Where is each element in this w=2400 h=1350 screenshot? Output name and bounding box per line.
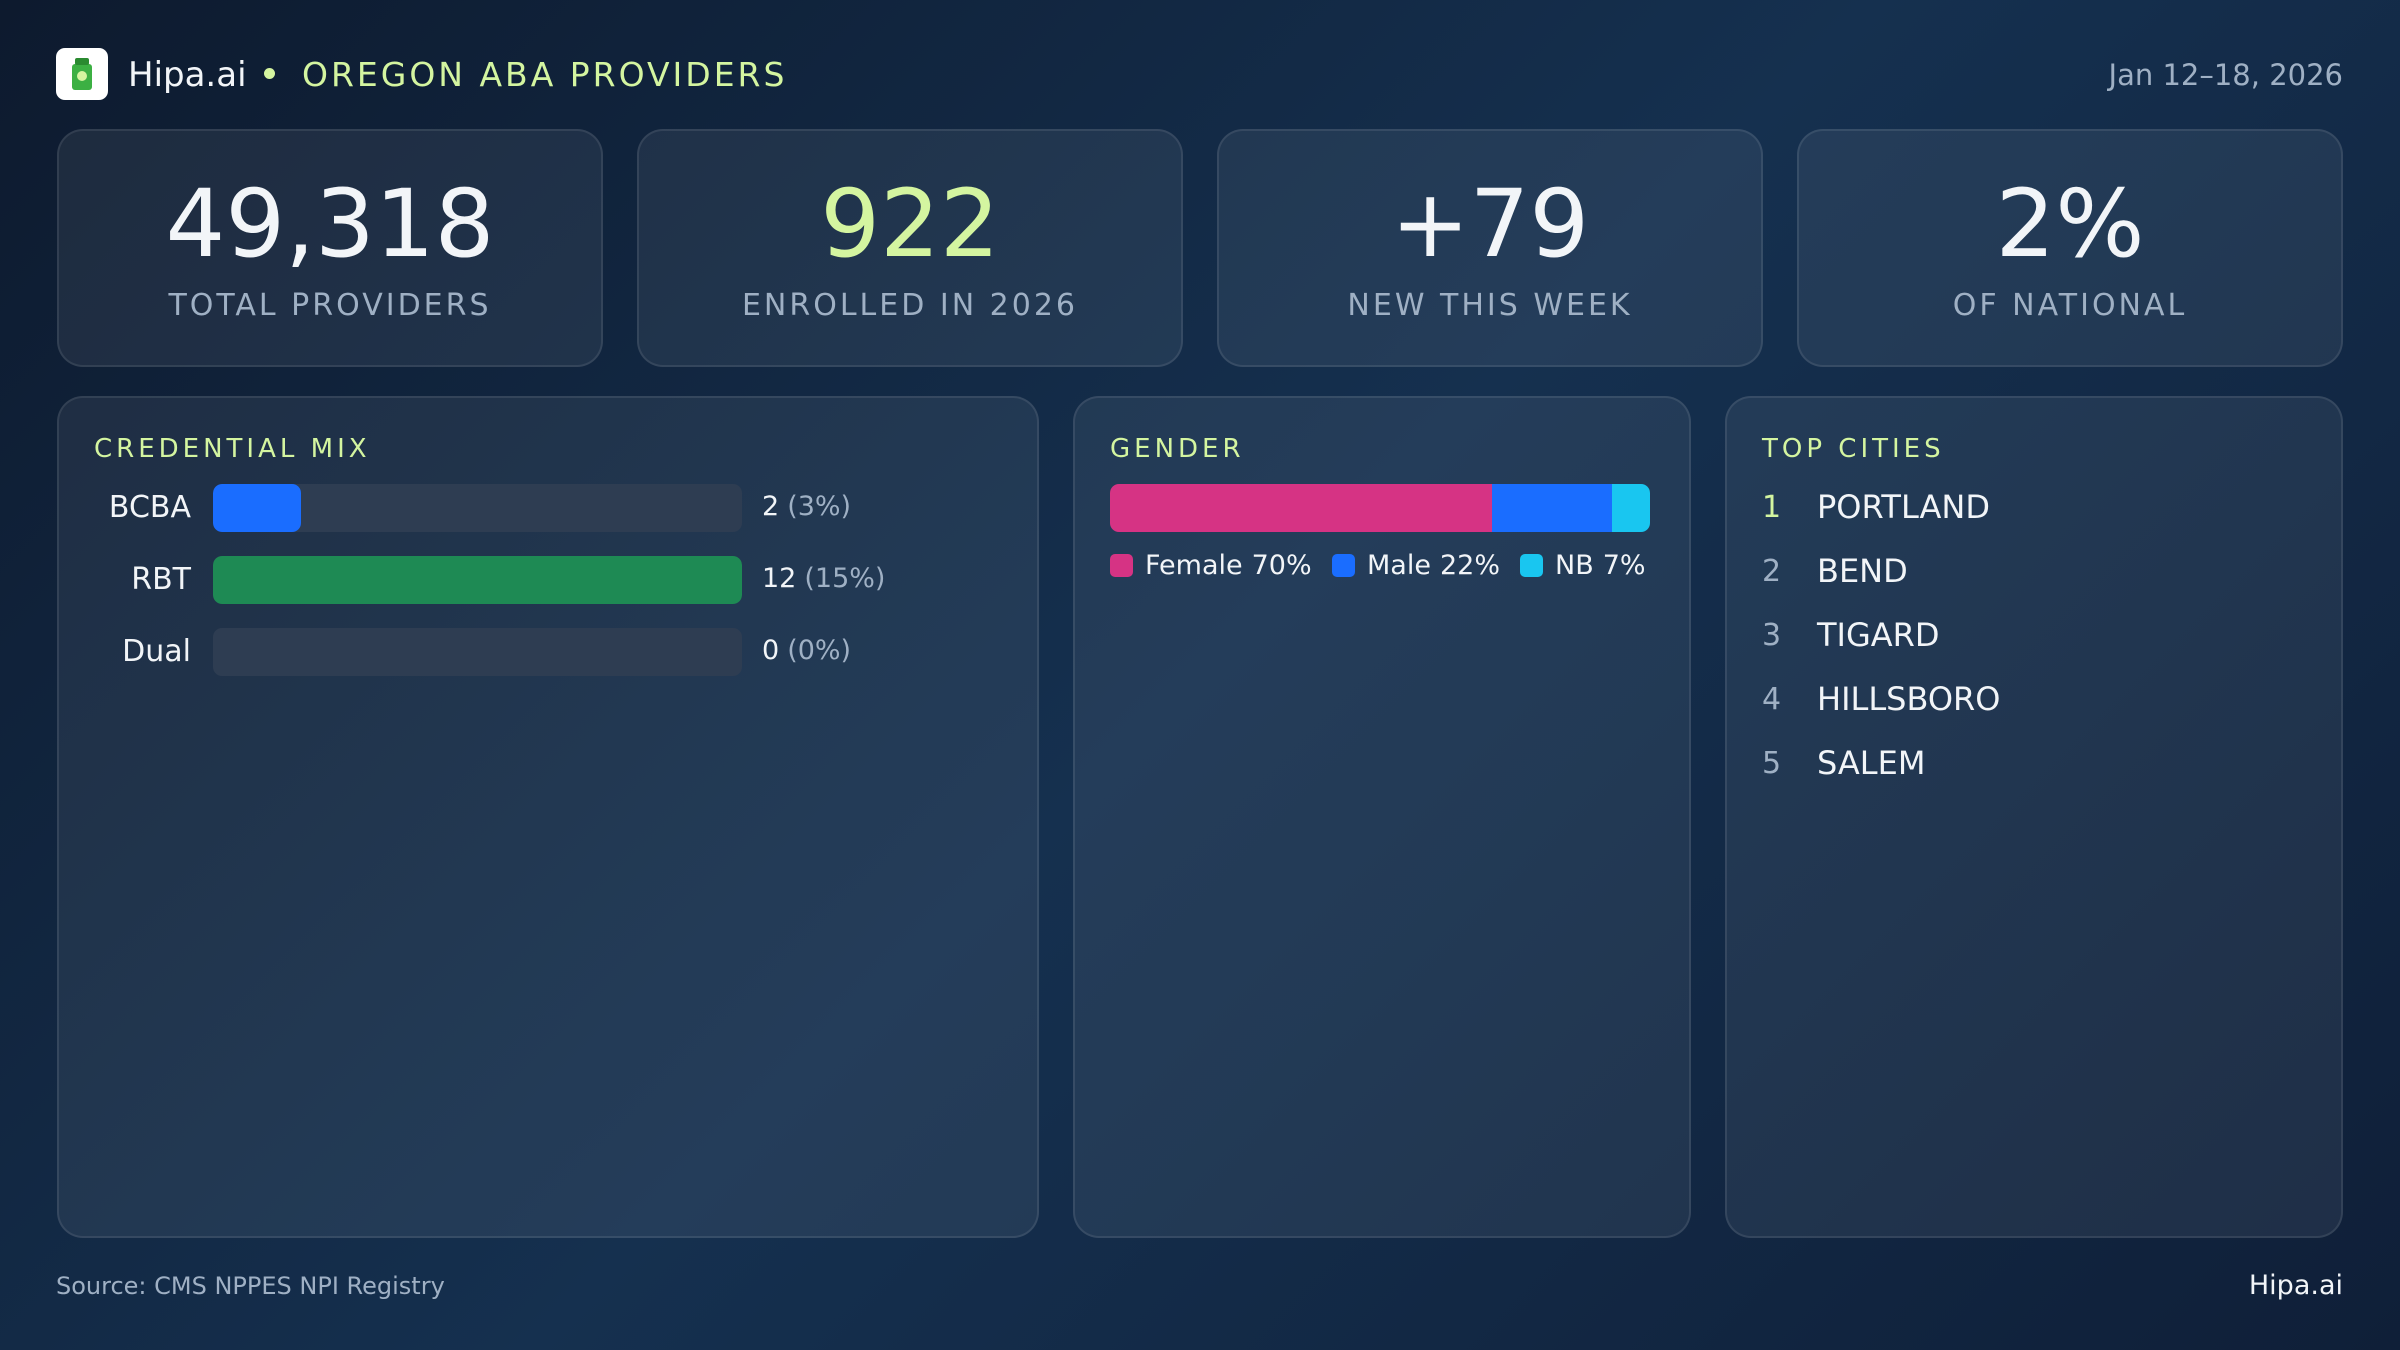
kpi-label: TOTAL PROVIDERS xyxy=(168,288,492,323)
panel-title: TOP CITIES xyxy=(1762,434,1945,464)
city-name: BEND xyxy=(1817,552,1908,590)
bar-track xyxy=(213,628,742,676)
bar-segment xyxy=(1491,484,1612,532)
legend-label: Female xyxy=(1145,550,1243,581)
bar-label: BCBA xyxy=(108,490,191,525)
legend-label: NB xyxy=(1555,550,1594,581)
city-name: PORTLAND xyxy=(1817,488,1990,526)
city-name: HILLSBORO xyxy=(1817,680,2001,718)
city-rank: 2 xyxy=(1762,554,1782,589)
footer-brand: Hipa.ai xyxy=(2248,1270,2343,1301)
bar xyxy=(213,556,742,604)
kpi-label: OF NATIONAL xyxy=(1952,288,2188,323)
kpi-card xyxy=(57,129,603,367)
panel-title: CREDENTIAL MIX xyxy=(94,434,371,464)
legend-item: Male 22% xyxy=(1332,550,1500,581)
bar-value-number: 0 xyxy=(762,635,780,666)
bar-segment xyxy=(1611,484,1650,532)
legend-value: 70% xyxy=(1251,550,1312,581)
kpi-card xyxy=(1797,129,2343,367)
legend-item: Female 70% xyxy=(1110,550,1312,581)
page-title: OREGON ABA PROVIDERS xyxy=(302,55,788,94)
bar-track xyxy=(213,484,742,532)
city-rank: 5 xyxy=(1762,746,1782,781)
kpi-card xyxy=(1217,129,1763,367)
kpi-label: NEW THIS WEEK xyxy=(1347,288,1633,323)
bar-value: 0 (0%) xyxy=(762,635,851,666)
legend-value: 22% xyxy=(1439,550,1500,581)
gender-panel xyxy=(1073,396,1691,1238)
bar xyxy=(213,484,302,532)
bar-label: Dual xyxy=(122,634,191,669)
credential-panel xyxy=(57,396,1039,1238)
cities-panel xyxy=(1725,396,2343,1238)
source-note: Source: CMS NPPES NPI Registry xyxy=(56,1272,445,1300)
bar-value-number: 12 xyxy=(762,563,797,594)
legend-swatch xyxy=(1332,554,1355,577)
stacked-bar xyxy=(1110,484,1650,532)
city-rank: 3 xyxy=(1762,618,1782,653)
bar-segment xyxy=(1110,484,1492,532)
city-name: SALEM xyxy=(1817,744,1926,782)
city-rank: 1 xyxy=(1762,490,1782,525)
logo xyxy=(56,48,108,100)
legend-swatch xyxy=(1520,554,1543,577)
kpi-label: ENROLLED IN 2026 xyxy=(741,288,1079,323)
bar-value-number: 2 xyxy=(762,491,780,522)
legend-value: 7% xyxy=(1602,550,1646,581)
bar-share: (15%) xyxy=(804,563,886,594)
logo-icon xyxy=(72,58,92,90)
kpi-value: 49,318 xyxy=(165,170,495,279)
panel-title: GENDER xyxy=(1110,434,1245,464)
brand: Hipa.ai xyxy=(128,55,247,95)
bar-share: (3%) xyxy=(787,491,852,522)
city-name: TIGARD xyxy=(1817,616,1940,654)
date-range: Jan 12–18, 2026 xyxy=(2108,58,2343,92)
kpi-value: +79 xyxy=(1390,170,1590,279)
city-rank: 4 xyxy=(1762,682,1782,717)
bar-track xyxy=(213,556,742,604)
bar-value: 2 (3%) xyxy=(762,491,851,522)
legend-swatch xyxy=(1110,554,1133,577)
bar-label: RBT xyxy=(131,562,191,597)
bar-value: 12 (15%) xyxy=(762,563,885,594)
legend-label: Male xyxy=(1367,550,1431,581)
kpi-value: 2% xyxy=(1995,170,2145,279)
kpi-value: 922 xyxy=(820,170,1000,279)
legend-item: NB 7% xyxy=(1520,550,1646,581)
separator-dot xyxy=(264,68,275,79)
kpi-card xyxy=(637,129,1183,367)
bar-share: (0%) xyxy=(787,635,852,666)
